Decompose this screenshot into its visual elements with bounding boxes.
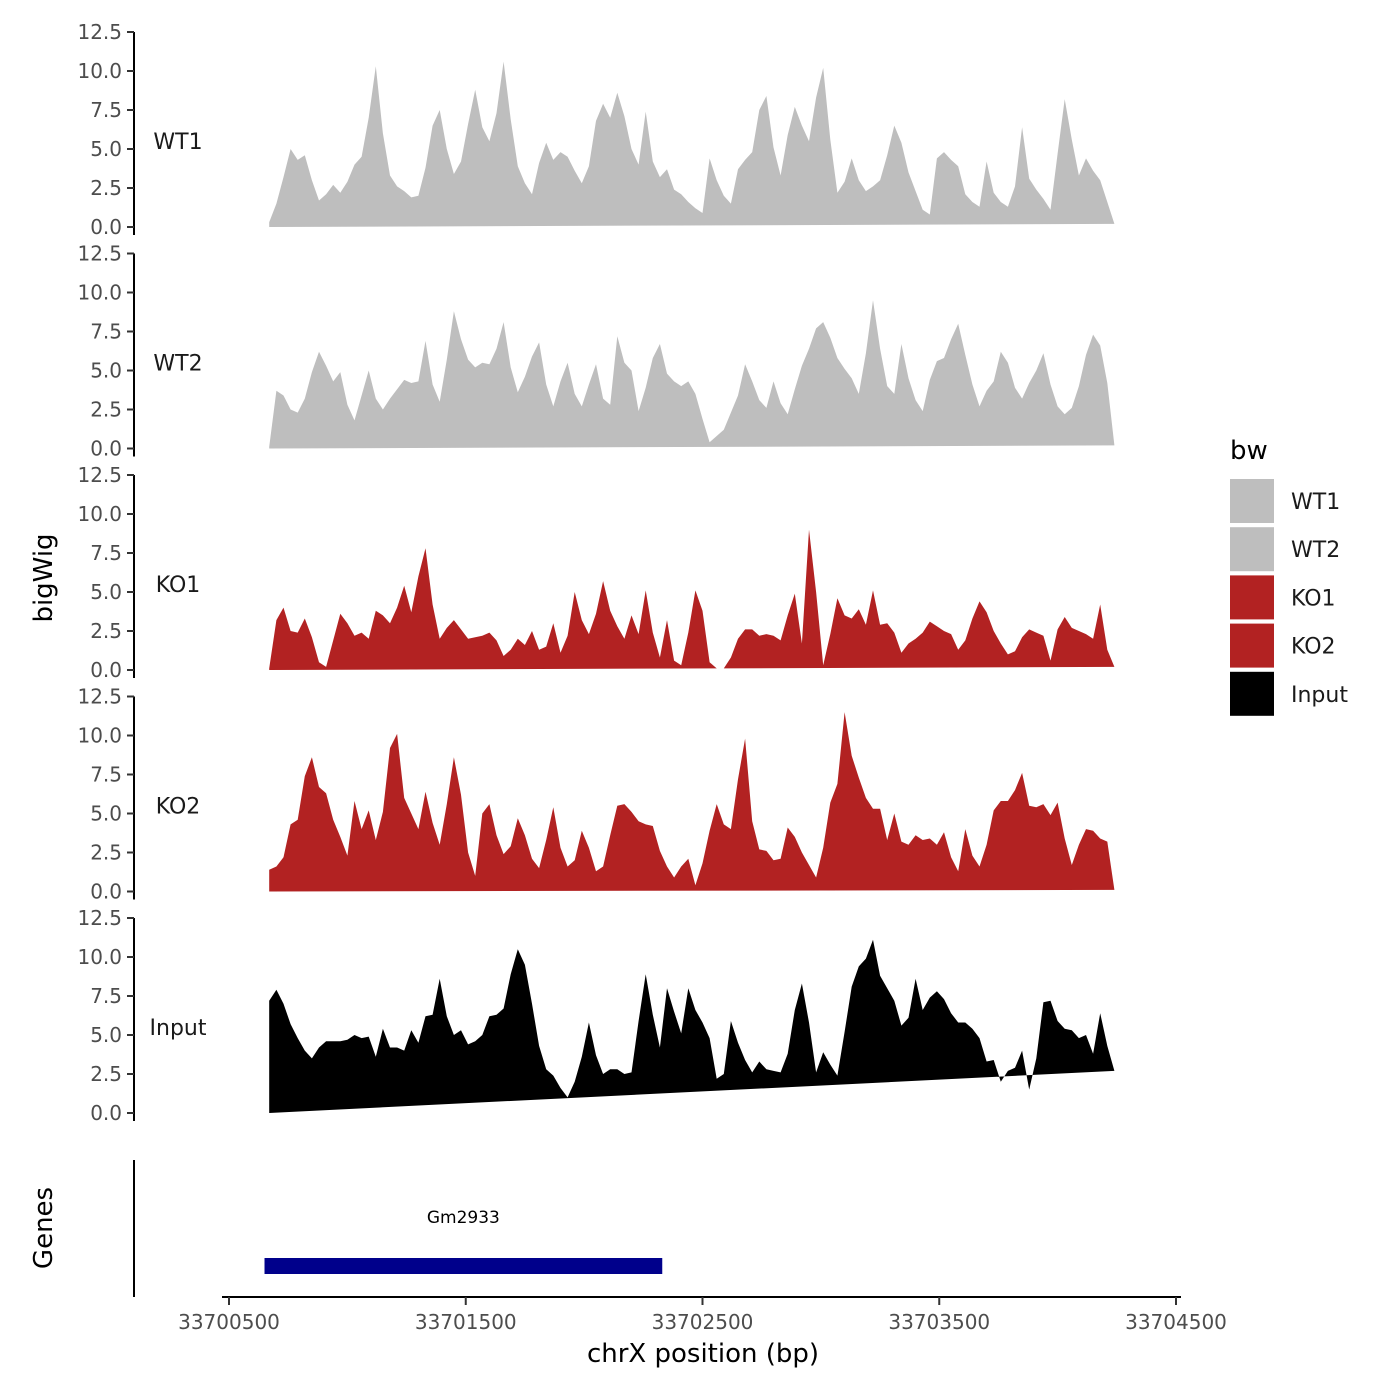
- y-tick-label: 10.0: [77, 724, 122, 748]
- genes-panel-title: Genes: [29, 1187, 59, 1269]
- y-tick-label: 7.5: [90, 984, 122, 1008]
- y-axis-title: bigWig: [29, 533, 59, 622]
- track-label-input: Input: [150, 1016, 207, 1041]
- x-tick-label: 33701500: [415, 1310, 517, 1334]
- track-panel-ko1: 0.0 2.5 5.0 7.5 10.0 12.5 KO1: [77, 463, 1115, 682]
- legend-key-input: [1230, 671, 1274, 716]
- legend-key-ko1: [1230, 575, 1274, 620]
- legend-key-wt1: [1230, 479, 1274, 523]
- signal-area-ko1: [269, 529, 1115, 670]
- y-tick-label: 5.0: [90, 137, 122, 161]
- y-tick-label: 0.0: [90, 880, 122, 904]
- y-tick-label: 10.0: [77, 281, 122, 305]
- x-tick-label: 33702500: [652, 1310, 754, 1334]
- legend-title: bw: [1230, 436, 1268, 466]
- y-tick-label: 0.0: [90, 215, 122, 239]
- y-tick-label: 7.5: [90, 320, 122, 344]
- signal-tracks: 0.0 2.5 5.0 7.5 10.0 12.5 WT1 0.0 2.5 5.0 7.5 10.0 1…: [77, 20, 1115, 1125]
- y-tick-label: 5.0: [90, 1023, 122, 1047]
- y-tick-label: 12.5: [77, 685, 122, 709]
- y-tick-label: 0.0: [90, 658, 122, 682]
- y-tick-label: 0.0: [90, 437, 122, 461]
- y-tick-label: 2.5: [90, 176, 122, 200]
- y-tick-label: 10.0: [77, 945, 122, 969]
- signal-area-wt1: [269, 61, 1115, 227]
- x-tick-label: 33703500: [888, 1310, 990, 1334]
- signal-area-ko2: [269, 712, 1115, 892]
- track-label-wt1: WT1: [153, 130, 202, 155]
- y-tick-label: 2.5: [90, 398, 122, 422]
- x-tick-label: 33700500: [178, 1310, 280, 1334]
- legend-label-wt2: WT2: [1291, 538, 1340, 563]
- track-panel-wt1: 0.0 2.5 5.0 7.5 10.0 12.5 WT1: [77, 20, 1115, 239]
- gene-label-gm2933: Gm2933: [427, 1208, 500, 1228]
- y-tick-label: 10.0: [77, 59, 122, 83]
- y-tick-label: 12.5: [77, 463, 122, 487]
- x-tick-label: 33704500: [1125, 1310, 1227, 1334]
- legend-key-ko2: [1230, 623, 1274, 668]
- track-panel-ko2: 0.0 2.5 5.0 7.5 10.0 12.5 KO2: [77, 685, 1115, 904]
- legend-label-wt1: WT1: [1291, 490, 1340, 515]
- legend: bw WT1 WT2 KO1 KO2 Input: [1230, 436, 1348, 716]
- x-axis: 33700500 33701500 33702500 33703500 33704500: [178, 1296, 1227, 1334]
- track-label-ko1: KO1: [156, 573, 201, 598]
- x-axis-title: chrX position (bp): [587, 1339, 819, 1369]
- y-tick-label: 2.5: [90, 841, 122, 865]
- y-tick-label: 12.5: [77, 20, 122, 44]
- legend-label-input: Input: [1291, 683, 1348, 708]
- y-tick-label: 2.5: [90, 619, 122, 643]
- track-panel-wt2: 0.0 2.5 5.0 7.5 10.0 12.5 WT2: [77, 242, 1115, 461]
- track-panel-input: 0.0 2.5 5.0 7.5 10.0 12.5 Input: [77, 906, 1115, 1125]
- legend-label-ko1: KO1: [1291, 586, 1336, 611]
- y-tick-label: 12.5: [77, 906, 122, 930]
- y-tick-label: 5.0: [90, 580, 122, 604]
- gene-bar-gm2933: [264, 1258, 663, 1274]
- y-tick-label: 10.0: [77, 502, 122, 526]
- legend-key-wt2: [1230, 527, 1274, 572]
- y-tick-label: 5.0: [90, 359, 122, 383]
- legend-label-ko2: KO2: [1291, 635, 1336, 660]
- y-tick-label: 5.0: [90, 802, 122, 826]
- y-tick-label: 0.0: [90, 1101, 122, 1125]
- y-tick-label: 12.5: [77, 242, 122, 266]
- y-tick-label: 7.5: [90, 541, 122, 565]
- track-label-ko2: KO2: [156, 795, 201, 820]
- y-tick-label: 2.5: [90, 1062, 122, 1086]
- y-tick-label: 7.5: [90, 763, 122, 787]
- signal-area-input: [269, 939, 1115, 1113]
- signal-area-wt2: [269, 300, 1115, 449]
- track-label-wt2: WT2: [153, 352, 202, 377]
- y-tick-label: 7.5: [90, 98, 122, 122]
- gene-panel: Gm2933: [133, 1160, 663, 1297]
